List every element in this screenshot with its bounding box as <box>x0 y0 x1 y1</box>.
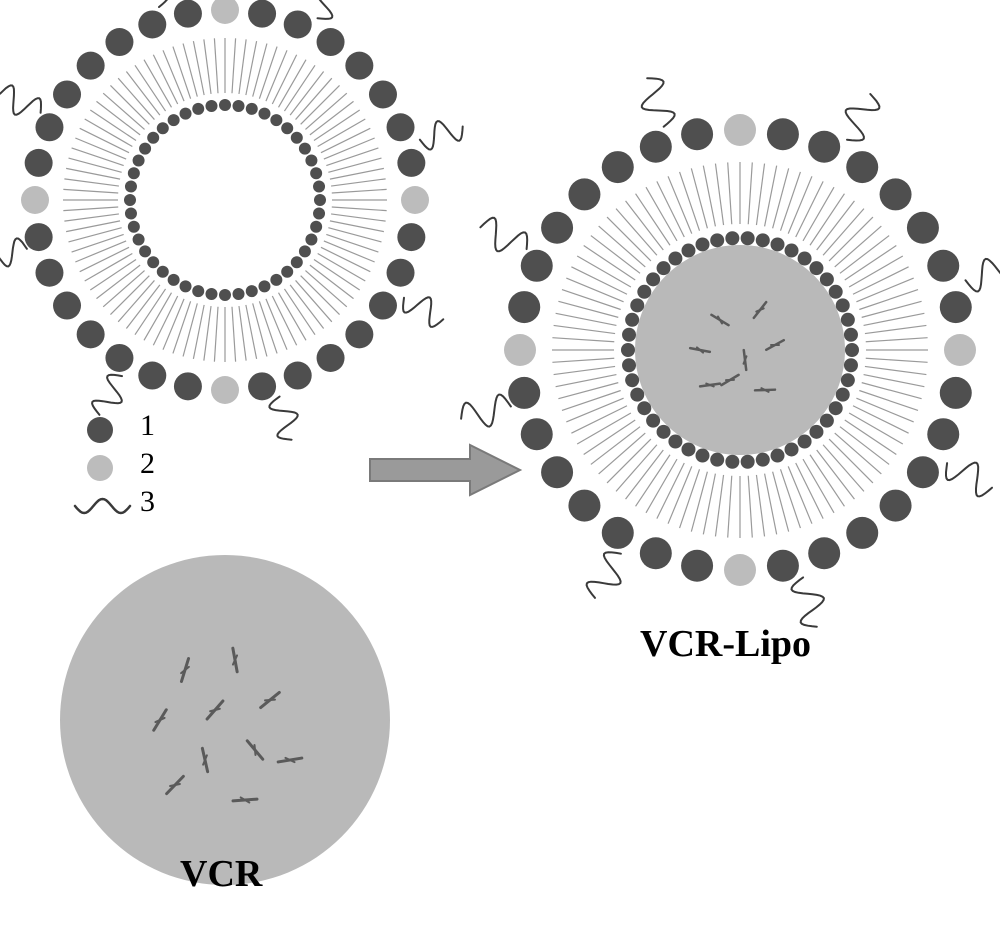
combine-arrow <box>370 445 520 495</box>
loaded-liposome <box>461 78 1000 627</box>
legend-item-3-label: 3 <box>140 485 155 519</box>
legend-item-1-label: 1 <box>140 409 155 443</box>
legend-item-2-label: 2 <box>140 447 155 481</box>
vcr-drug-blob <box>60 555 390 885</box>
vcr-lipo-label: VCR-Lipo <box>640 622 811 666</box>
legend <box>75 417 130 513</box>
vcr-label: VCR <box>180 852 262 896</box>
empty-liposome <box>0 0 463 440</box>
